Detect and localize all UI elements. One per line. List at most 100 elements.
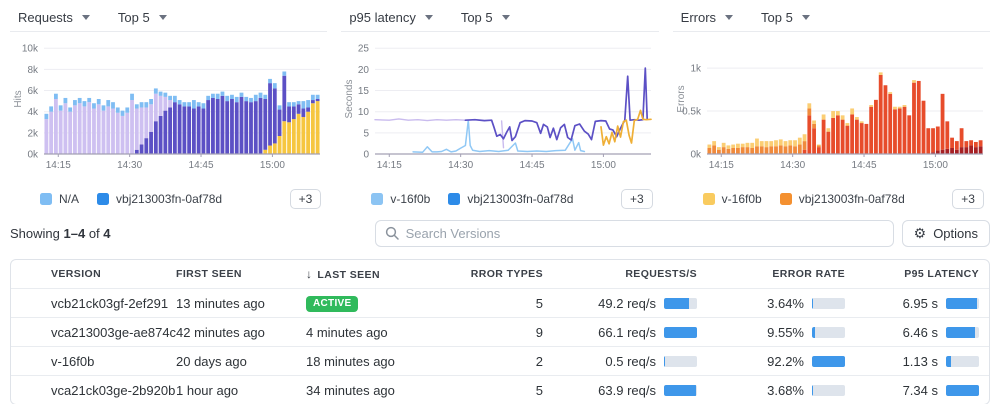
svg-text:14:30: 14:30 (448, 160, 473, 171)
p95-latency-meter-fill (946, 326, 976, 338)
metric-dropdown[interactable]: Errors (681, 10, 734, 25)
svg-text:14:30: 14:30 (117, 160, 142, 171)
cell-first-seen: 20 days ago (176, 353, 247, 369)
chevron-down-icon (725, 15, 734, 20)
cell-requests: 49.2 req/s (543, 296, 697, 311)
requests-value: 66.1 req/s (598, 324, 656, 340)
p95-latency-value: 7.34 s (902, 382, 938, 398)
svg-text:14:45: 14:45 (520, 160, 545, 171)
svg-text:20: 20 (358, 65, 370, 76)
metric-dropdown[interactable]: p95 latency (349, 10, 433, 25)
cell-version: vca21ck03ge-2b920b (51, 382, 176, 398)
svg-text:14:45: 14:45 (851, 160, 876, 171)
cell-p95-latency: 7.34 s (845, 382, 989, 398)
cell-first-seen: 1 hour ago (176, 382, 239, 398)
p95-latency-meter (946, 326, 979, 338)
search-box[interactable] (374, 219, 894, 247)
legend-item[interactable]: v-16f0b (702, 192, 762, 206)
legend-more-button[interactable]: +3 (620, 189, 653, 209)
requests-value: 0.5 req/s (605, 353, 656, 369)
p95-latency-meter-fill (946, 297, 978, 309)
requests-meter-fill (664, 326, 697, 338)
top-n-dropdown[interactable]: Top 5 (461, 10, 510, 25)
showing-range: 1–4 (63, 225, 86, 241)
p95-latency-chart: 0 5 10 15 20 25 14:15 14:30 14:45 15:00 Seconds (344, 44, 653, 171)
column-header-error-rate[interactable]: ERROR RATE (697, 268, 845, 280)
legend-item[interactable]: vbj213003fn-0af78d (779, 192, 905, 206)
charts-row: Requests Top 5 0k 2k 4k 6k 8k 10k 14:15 14:30 14:4… (10, 0, 990, 210)
svg-text:4k: 4k (27, 107, 39, 118)
cell-error-types: 5 (535, 382, 543, 398)
chart-panel-p95-latency: p95 latency Top 5 0 5 10 15 20 25 14:15 14:30 14:4… (341, 0, 659, 210)
requests-meter (664, 326, 697, 338)
legend-label: N/A (59, 192, 80, 206)
svg-text:14:15: 14:15 (708, 160, 733, 171)
metric-dropdown-label: p95 latency (349, 10, 416, 25)
column-header-version[interactable]: VERSION (11, 268, 176, 280)
showing-prefix: Showing (10, 225, 60, 241)
legend-more-button[interactable]: +3 (952, 189, 984, 209)
svg-text:0: 0 (364, 150, 370, 161)
cell-error-types: 9 (535, 324, 543, 340)
column-header-requests-s[interactable]: REQUESTS/S (543, 268, 697, 280)
top-n-dropdown[interactable]: Top 5 (761, 10, 810, 25)
panel-header: p95 latency Top 5 (341, 0, 659, 32)
error-rate-meter (812, 326, 845, 338)
cell-error-types: 5 (535, 295, 543, 311)
requests-value: 49.2 req/s (598, 295, 656, 311)
cell-version: v-16f0b (51, 353, 95, 369)
svg-text:1k: 1k (690, 64, 702, 75)
chart-panel-requests: Requests Top 5 0k 2k 4k 6k 8k 10k 14:15 14:30 14:4… (10, 0, 328, 210)
column-header-last-seen[interactable]: ↓ LAST SEEN (306, 267, 471, 281)
p95-latency-meter (946, 297, 979, 309)
svg-text:10: 10 (358, 107, 370, 118)
search-input[interactable] (405, 225, 884, 241)
table-row[interactable]: v-16f0b 20 days ago 18 minutes ago 2 0.5 req… (11, 346, 989, 375)
sort-desc-icon: ↓ (306, 267, 313, 281)
chevron-down-icon (424, 15, 433, 20)
error-rate-value: 3.68% (767, 382, 804, 398)
column-header-label: VERSION (51, 268, 102, 280)
svg-text:2k: 2k (27, 128, 39, 139)
column-header-error-types[interactable]: ERROR TYPES (471, 268, 543, 280)
legend-more-button[interactable]: +3 (289, 189, 322, 209)
column-header-label: P95 LATENCY (904, 268, 979, 280)
top-n-dropdown[interactable]: Top 5 (118, 10, 167, 25)
panel-header: Requests Top 5 (10, 0, 328, 32)
table-row[interactable]: vca21ck03ge-2b920b 1 hour ago 34 minutes a… (11, 375, 989, 404)
requests-meter (664, 297, 697, 309)
chevron-down-icon (801, 15, 810, 20)
legend-item[interactable]: vbj213003fn-0af78d (448, 192, 573, 206)
legend-item[interactable]: v-16f0b (371, 192, 430, 206)
column-header-label: LAST SEEN (317, 269, 380, 281)
legend-swatch (371, 193, 384, 205)
legend-item[interactable]: N/A (40, 192, 79, 206)
legend-label: vbj213003fn-0af78d (467, 192, 574, 206)
requests-meter-fill (664, 297, 689, 309)
panel-header: Errors Top 5 (672, 0, 990, 32)
column-header-first-seen[interactable]: FIRST SEEN (176, 268, 306, 280)
table-row[interactable]: vca213003ge-ae874c 42 minutes ago 4 minute… (11, 317, 989, 346)
options-button[interactable]: ⚙ Options (901, 219, 990, 247)
cell-error-rate: 3.68% (697, 383, 845, 398)
cell-last-seen: 18 minutes ago (306, 353, 395, 369)
column-header-p95-latency[interactable]: P95 LATENCY (845, 268, 989, 280)
legend-item[interactable]: vbj213003fn-0af78d (97, 192, 222, 206)
cell-last-seen: 34 minutes ago (306, 382, 395, 398)
showing-count: Showing 1–4 of 4 (10, 226, 367, 241)
legend-label: v-16f0b (390, 192, 431, 206)
requests-meter-fill (664, 384, 696, 396)
metric-dropdown[interactable]: Requests (18, 10, 90, 25)
error-rate-meter (812, 297, 845, 309)
options-label: Options (933, 225, 978, 241)
cell-error-types: 2 (535, 353, 543, 369)
svg-text:10k: 10k (22, 44, 39, 55)
p95-latency-value: 6.95 s (902, 295, 938, 311)
top-n-dropdown-label: Top 5 (117, 10, 150, 25)
svg-text:14:15: 14:15 (46, 160, 71, 171)
cell-error-rate: 92.2% (697, 354, 845, 369)
error-rate-value: 3.64% (767, 295, 804, 311)
svg-text:15:00: 15:00 (260, 160, 285, 171)
table-row[interactable]: vcb21ck03gf-2ef291 13 minutes ago ACTIVE 5 4… (11, 288, 989, 317)
cell-first-seen: 13 minutes ago (176, 295, 265, 311)
